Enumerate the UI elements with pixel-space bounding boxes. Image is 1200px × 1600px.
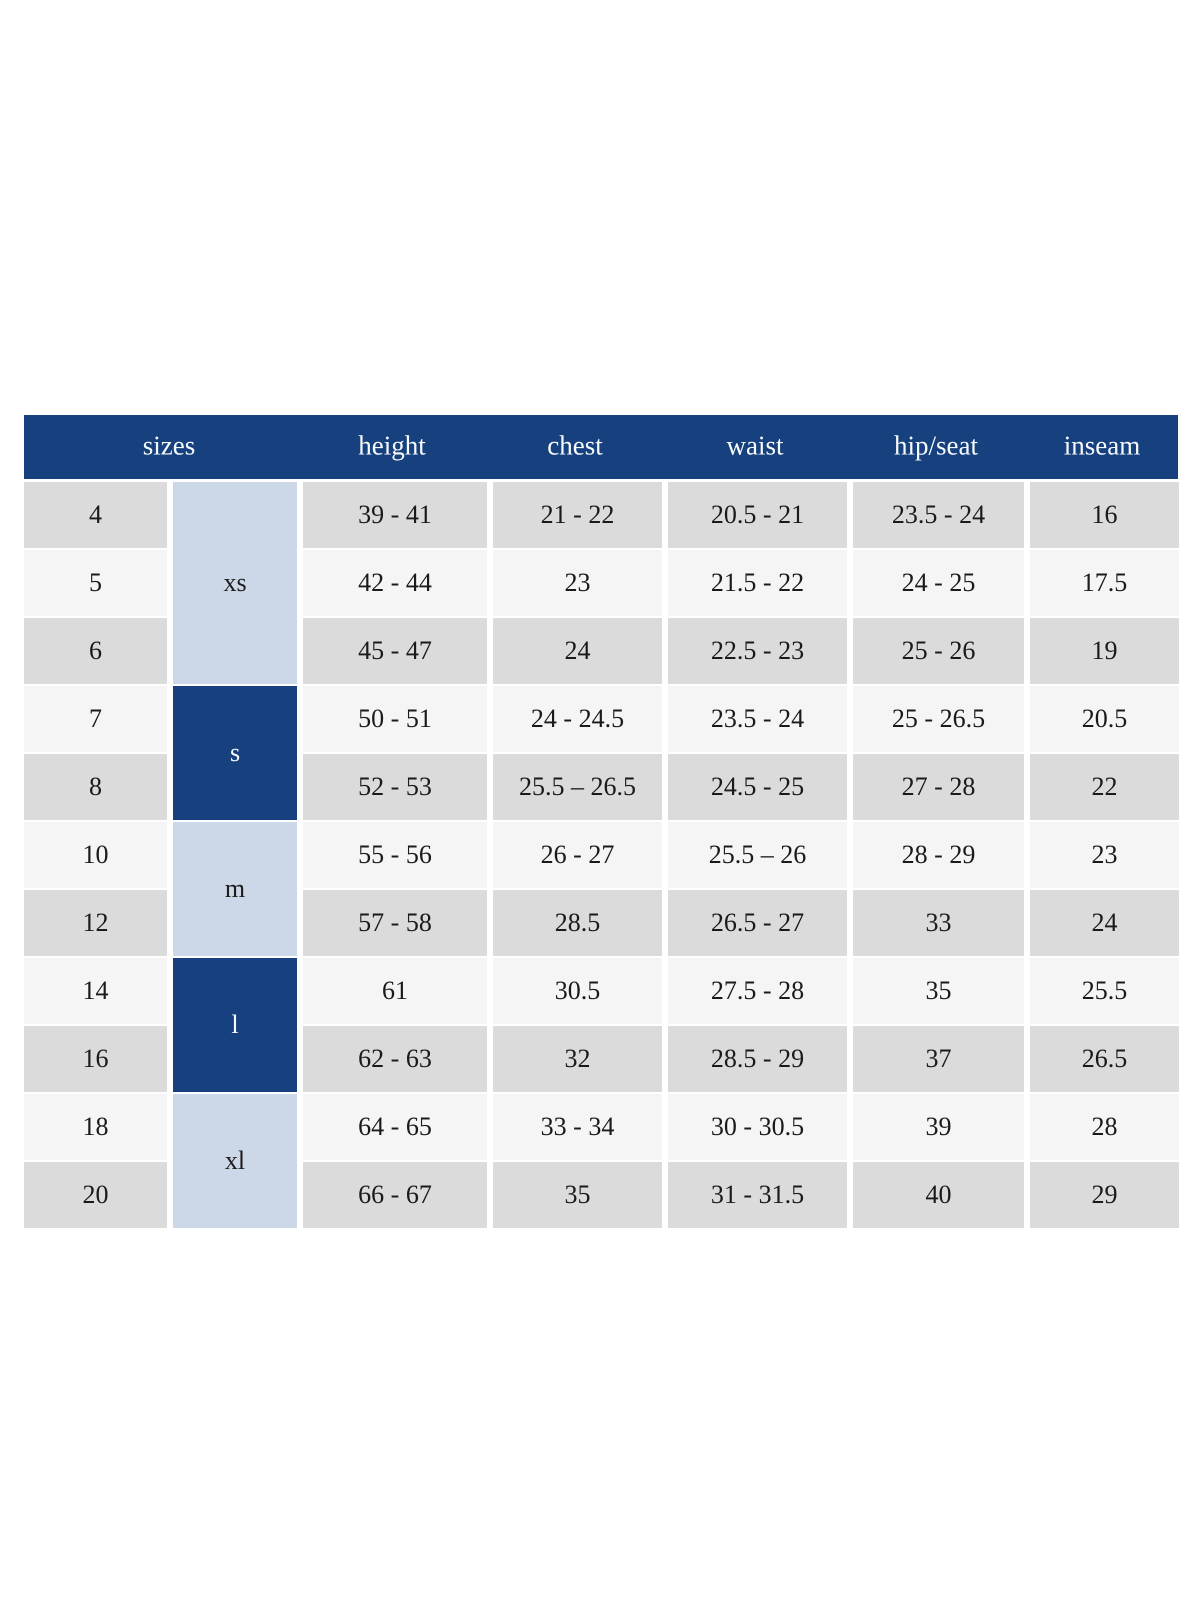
size-cell: 7 <box>24 686 167 752</box>
inseam-cell: 29 <box>1030 1162 1179 1228</box>
height-cell: 64 - 65 <box>303 1094 487 1160</box>
table-row: 20 66 - 67 35 31 - 31.5 40 29 <box>24 1162 1179 1228</box>
size-cell: 12 <box>24 890 167 956</box>
height-cell: 52 - 53 <box>303 754 487 820</box>
inseam-cell: 19 <box>1030 618 1179 684</box>
waist-cell: 23.5 - 24 <box>668 686 847 752</box>
hip-seat-cell: 25 - 26 <box>853 618 1024 684</box>
table-row: 8 52 - 53 25.5 – 26.5 24.5 - 25 27 - 28 … <box>24 754 1179 820</box>
size-cell: 10 <box>24 822 167 888</box>
group-cell-xl: xl <box>173 1094 297 1228</box>
table-row: 18 xl 64 - 65 33 - 34 30 - 30.5 39 28 <box>24 1094 1179 1228</box>
waist-cell: 31 - 31.5 <box>668 1162 847 1228</box>
table-row: 16 62 - 63 32 28.5 - 29 37 26.5 <box>24 1026 1179 1092</box>
column-header-inseam: inseam <box>1063 430 1141 461</box>
waist-cell: 27.5 - 28 <box>668 958 847 1024</box>
table-row: 12 57 - 58 28.5 26.5 - 27 33 24 <box>24 890 1179 956</box>
height-cell: 42 - 44 <box>303 550 487 616</box>
waist-cell: 26.5 - 27 <box>668 890 847 956</box>
inseam-cell: 17.5 <box>1030 550 1179 616</box>
height-cell: 57 - 58 <box>303 890 487 956</box>
chest-cell: 21 - 22 <box>493 482 662 548</box>
inseam-cell: 25.5 <box>1030 958 1179 1024</box>
size-cell: 14 <box>24 958 167 1024</box>
column-header-chest: chest <box>547 430 603 461</box>
chest-cell: 25.5 – 26.5 <box>493 754 662 820</box>
chest-cell: 28.5 <box>493 890 662 956</box>
hip-seat-cell: 35 <box>853 958 1024 1024</box>
chest-cell: 35 <box>493 1162 662 1228</box>
size-cell: 8 <box>24 754 167 820</box>
inseam-cell: 24 <box>1030 890 1179 956</box>
height-cell: 55 - 56 <box>303 822 487 888</box>
size-cell: 5 <box>24 550 167 616</box>
table-row: 4 xs 39 - 41 21 - 22 20.5 - 21 23.5 - 24… <box>24 482 1179 684</box>
chest-cell: 30.5 <box>493 958 662 1024</box>
inseam-cell: 23 <box>1030 822 1179 888</box>
inseam-cell: 26.5 <box>1030 1026 1179 1092</box>
inseam-cell: 28 <box>1030 1094 1179 1160</box>
waist-cell: 21.5 - 22 <box>668 550 847 616</box>
waist-cell: 30 - 30.5 <box>668 1094 847 1160</box>
chest-cell: 24 <box>493 618 662 684</box>
group-cell-l: l <box>173 958 297 1092</box>
size-cell: 6 <box>24 618 167 684</box>
inseam-cell: 16 <box>1030 482 1179 548</box>
group-cell-xs: xs <box>173 482 297 684</box>
column-header-height: height <box>358 430 426 461</box>
size-chart-header: sizes height chest waist hip/seat inseam <box>24 415 1178 479</box>
column-header-waist: waist <box>726 430 784 461</box>
chest-cell: 33 - 34 <box>493 1094 662 1160</box>
column-header-sizes: sizes <box>142 430 196 461</box>
waist-cell: 24.5 - 25 <box>668 754 847 820</box>
table-row: 10 m 55 - 56 26 - 27 25.5 – 26 28 - 29 2… <box>24 822 1179 956</box>
hip-seat-cell: 25 - 26.5 <box>853 686 1024 752</box>
inseam-cell: 22 <box>1030 754 1179 820</box>
chest-cell: 24 - 24.5 <box>493 686 662 752</box>
hip-seat-cell: 27 - 28 <box>853 754 1024 820</box>
waist-cell: 28.5 - 29 <box>668 1026 847 1092</box>
hip-seat-cell: 39 <box>853 1094 1024 1160</box>
hip-seat-cell: 28 - 29 <box>853 822 1024 888</box>
hip-seat-cell: 23.5 - 24 <box>853 482 1024 548</box>
inseam-cell: 20.5 <box>1030 686 1179 752</box>
column-header-hip-seat: hip/seat <box>894 430 978 461</box>
chest-cell: 32 <box>493 1026 662 1092</box>
table-row: 6 45 - 47 24 22.5 - 23 25 - 26 19 <box>24 618 1179 684</box>
waist-cell: 20.5 - 21 <box>668 482 847 548</box>
hip-seat-cell: 33 <box>853 890 1024 956</box>
height-cell: 50 - 51 <box>303 686 487 752</box>
group-cell-s: s <box>173 686 297 820</box>
chest-cell: 26 - 27 <box>493 822 662 888</box>
size-cell: 20 <box>24 1162 167 1228</box>
size-cell: 16 <box>24 1026 167 1092</box>
table-row: 7 s 50 - 51 24 - 24.5 23.5 - 24 25 - 26.… <box>24 686 1179 820</box>
group-cell-m: m <box>173 822 297 956</box>
size-cell: 4 <box>24 482 167 548</box>
waist-cell: 22.5 - 23 <box>668 618 847 684</box>
height-cell: 39 - 41 <box>303 482 487 548</box>
height-cell: 45 - 47 <box>303 618 487 684</box>
size-cell: 18 <box>24 1094 167 1160</box>
hip-seat-cell: 24 - 25 <box>853 550 1024 616</box>
height-cell: 62 - 63 <box>303 1026 487 1092</box>
waist-cell: 25.5 – 26 <box>668 822 847 888</box>
size-chart: sizes height chest waist hip/seat inseam… <box>24 415 1179 1230</box>
height-cell: 61 <box>303 958 487 1024</box>
hip-seat-cell: 37 <box>853 1026 1024 1092</box>
hip-seat-cell: 40 <box>853 1162 1024 1228</box>
height-cell: 66 - 67 <box>303 1162 487 1228</box>
size-chart-body: 4 xs 39 - 41 21 - 22 20.5 - 21 23.5 - 24… <box>18 480 1185 1230</box>
table-row: 14 l 61 30.5 27.5 - 28 35 25.5 <box>24 958 1179 1092</box>
chest-cell: 23 <box>493 550 662 616</box>
table-row: 5 42 - 44 23 21.5 - 22 24 - 25 17.5 <box>24 550 1179 616</box>
